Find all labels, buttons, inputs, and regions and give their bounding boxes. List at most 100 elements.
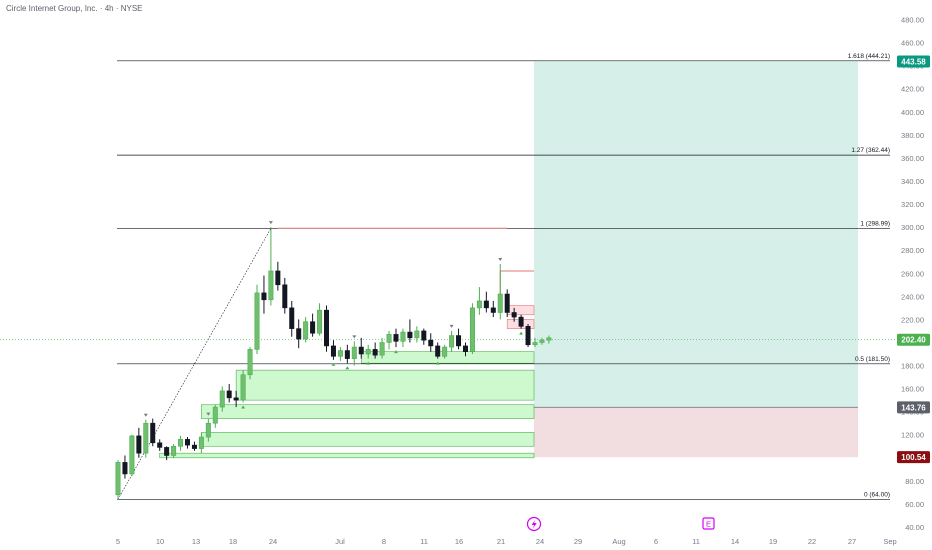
price-badge — [897, 333, 930, 346]
price-badge-label: 100.54 — [901, 453, 926, 462]
candle-down — [407, 331, 413, 339]
x-axis-tick: 14 — [731, 537, 739, 546]
x-axis-tick: Aug — [612, 537, 625, 546]
candle-down — [330, 345, 336, 357]
swing-line — [117, 228, 272, 500]
y-axis-tick: 460.00 — [901, 39, 924, 48]
event-icon-layer: E — [526, 516, 715, 532]
candle-down — [490, 307, 496, 313]
zone-layer — [159, 305, 535, 459]
candle-up — [379, 342, 385, 356]
demand-zone — [201, 404, 535, 419]
candle-up — [449, 335, 455, 348]
target-zone — [534, 61, 858, 408]
fib-level-label: 1 (298.99) — [860, 220, 890, 227]
svg-text:E: E — [706, 520, 711, 529]
candle-layer — [115, 227, 552, 500]
dividend-flash-icon[interactable] — [526, 516, 542, 532]
supply-zone — [506, 305, 535, 316]
pivot-low-marker — [435, 361, 440, 365]
y-axis-tick: 160.00 — [901, 385, 924, 394]
y-axis-tick: 280.00 — [901, 246, 924, 255]
fib-level-label: 0.5 (181.50) — [855, 356, 890, 363]
candle-up — [317, 309, 323, 334]
candle-up — [303, 321, 309, 340]
y-axis-tick: 260.00 — [901, 269, 924, 278]
pivot-low-marker — [331, 362, 336, 366]
candle-down — [275, 270, 281, 286]
candle-up — [476, 300, 482, 309]
candle-down — [456, 335, 462, 347]
candle-up — [539, 339, 545, 343]
candle-up — [546, 337, 552, 341]
x-axis-tick: 8 — [382, 537, 386, 546]
chart-title: Circle Internet Group, Inc. · 4h · NYSE — [6, 4, 143, 13]
pivot-low-marker — [241, 405, 246, 409]
position-layer — [534, 61, 858, 458]
candle-down — [462, 345, 468, 352]
y-axis-tick: 180.00 — [901, 362, 924, 371]
candle-down — [435, 345, 441, 357]
candle-up — [442, 346, 448, 357]
candle-up — [337, 350, 343, 357]
demand-zone — [235, 369, 535, 401]
x-axis-tick: Jul — [335, 537, 345, 546]
price-badge-label: 443.58 — [901, 58, 926, 67]
candle-down — [372, 349, 378, 356]
candle-up — [178, 439, 184, 447]
candle-up — [254, 292, 260, 350]
pivot-marker-layer — [143, 221, 524, 417]
y-axis-tick: 40.00 — [905, 523, 924, 532]
x-axis-tick: 11 — [420, 537, 428, 546]
candle-up — [247, 349, 253, 376]
price-badge — [897, 401, 930, 414]
candle-down — [289, 307, 295, 329]
candle-up — [219, 390, 225, 408]
y-axis-tick: 360.00 — [901, 154, 924, 163]
y-axis-tick: 380.00 — [901, 131, 924, 140]
fib-level-label: 1.27 (362.44) — [851, 147, 890, 154]
candle-up — [386, 334, 392, 343]
candle-down — [185, 439, 191, 446]
candle-up — [497, 293, 503, 313]
pivot-low-marker — [519, 331, 524, 335]
candle-down — [136, 435, 142, 454]
candle-up — [268, 270, 274, 301]
y-axis-tick: 240.00 — [901, 292, 924, 301]
candle-up — [212, 406, 218, 424]
y-axis-tick: 340.00 — [901, 177, 924, 186]
candle-down — [191, 444, 197, 449]
y-axis-tick: 400.00 — [901, 108, 924, 117]
x-axis-tick: Sep — [883, 537, 896, 546]
pivot-low-marker — [366, 361, 371, 365]
y-axis-tick: 320.00 — [901, 200, 924, 209]
candle-down — [518, 316, 524, 327]
x-axis-tick: 18 — [229, 537, 237, 546]
candle-up — [365, 349, 371, 355]
price-badge-label: 202.40 — [901, 336, 926, 345]
fib-level-label: 0 (64.00) — [864, 491, 890, 498]
candle-down — [483, 300, 489, 309]
candle-down — [282, 284, 288, 309]
pivot-low-marker — [345, 366, 350, 370]
x-axis-tick: 27 — [848, 537, 856, 546]
pivot-high-marker — [352, 335, 357, 339]
x-axis-tick: 21 — [497, 537, 505, 546]
earnings-e-icon[interactable]: E — [702, 517, 715, 530]
candle-up — [532, 342, 538, 346]
candle-down — [122, 462, 128, 475]
x-axis-tick: 24 — [269, 537, 277, 546]
candle-down — [226, 390, 232, 399]
x-axis-tick: 19 — [769, 537, 777, 546]
y-axis-tick: 120.00 — [901, 431, 924, 440]
x-axis-tick: 24 — [536, 537, 544, 546]
x-axis-tick: 29 — [574, 537, 582, 546]
candle-down — [358, 346, 364, 355]
candle-down — [344, 350, 350, 359]
candle-up — [351, 346, 357, 359]
candle-down — [150, 422, 156, 444]
candle-down — [525, 326, 531, 346]
axis-layer: 480.00460.00440.00420.00400.00380.00360.… — [116, 16, 930, 546]
demand-zone — [360, 351, 535, 364]
